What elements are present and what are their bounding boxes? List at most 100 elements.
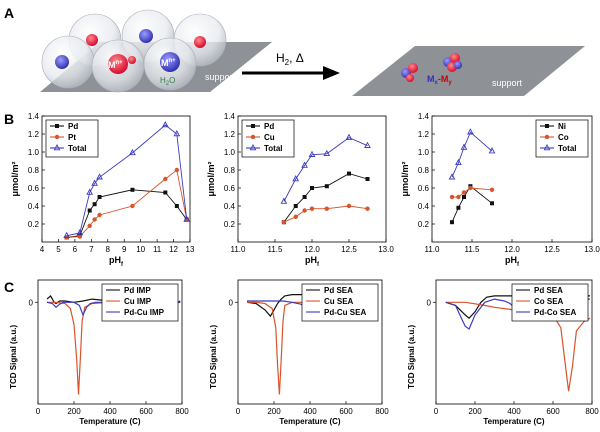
series-line-ni	[451, 185, 493, 223]
x-axis-label: pHf	[505, 255, 520, 268]
legend-label: Cu IMP	[124, 297, 152, 306]
x-tick-label: 0	[434, 407, 439, 416]
y-tick-label: 0.2	[418, 220, 430, 229]
data-point-circle	[293, 214, 298, 219]
x-tick-label: 7	[89, 245, 94, 254]
small-ion	[128, 56, 136, 64]
cation-sphere-blue	[160, 52, 180, 72]
reaction-arrow: H2, Δ	[242, 51, 340, 80]
data-point-square	[456, 205, 461, 210]
series-line-total	[283, 137, 368, 202]
data-point-triangle	[323, 149, 331, 157]
y-tick-label: 0.2	[28, 220, 40, 229]
y-axis-label: TCD Signal (a.u.)	[209, 325, 218, 389]
chart-c3: 0 200 400 600 800 0 Temperature (C) TCD Signal …	[407, 279, 599, 426]
x-tick-label: 400	[507, 407, 521, 416]
x-tick-label: 13	[186, 245, 195, 254]
x-tick-label: 600	[139, 407, 153, 416]
panel-label-c: C	[4, 279, 14, 295]
chart-b2: 11.0 11.5 12.0 12.5 13.0 0.2 0.4 0.6 0.8 1.0 1.2 1.…	[206, 112, 394, 268]
data-point-square	[97, 195, 102, 199]
data-point-square	[450, 220, 454, 225]
cation-label-1: Mn+	[108, 60, 123, 70]
data-point-square	[545, 124, 549, 128]
x-axis-label: Temperature (C)	[483, 417, 545, 426]
legend-label: Pd-Cu IMP	[124, 308, 165, 317]
data-point-triangle	[301, 161, 308, 168]
legend-label: Total	[558, 144, 577, 153]
panel-label-a: A	[4, 5, 14, 21]
legend-label: Pd SEA	[534, 286, 563, 295]
y-tick-label: 0.4	[418, 202, 430, 211]
x-tick-label: 600	[546, 407, 560, 416]
y-tick-label: 0.4	[224, 202, 236, 211]
data-point-triangle	[488, 147, 496, 154]
data-point-square	[347, 171, 351, 176]
data-point-triangle	[308, 150, 316, 157]
y-tick-label: 0.6	[28, 184, 40, 193]
y-tick-label: 1.2	[418, 130, 430, 139]
legend-label: Total	[264, 144, 283, 153]
data-point-circle	[544, 134, 550, 140]
y-axis-label: μmol/m²	[206, 161, 216, 196]
x-tick-label: 200	[267, 407, 281, 416]
legend-label: Pd SEA	[324, 286, 353, 295]
y-axis-label: μmol/m²	[400, 161, 410, 196]
y-tick-label: 0.2	[224, 220, 236, 229]
y-tick-label: 0.6	[418, 184, 430, 193]
x-tick-label: 12	[169, 245, 178, 254]
data-point-circle	[163, 176, 168, 182]
x-tick-label: 12.0	[504, 245, 520, 254]
y-tick-label: 1.0	[28, 148, 40, 157]
x-tick-label: 11.0	[425, 245, 441, 254]
legend-label: Pd-Co SEA	[534, 308, 576, 317]
data-point-circle	[54, 134, 60, 140]
cluster-atom	[454, 61, 462, 69]
y-tick-label: 1.2	[28, 130, 40, 139]
x-tick-label: 13.0	[378, 245, 394, 254]
y-tick-label: 1.0	[418, 148, 430, 157]
data-point-circle	[461, 190, 467, 195]
legend-label: Co	[558, 133, 569, 142]
data-point-circle	[302, 208, 307, 213]
legend-label: Pt	[68, 133, 76, 142]
y-axis-label: TCD Signal (a.u.)	[9, 325, 18, 389]
legend-label: Cu	[264, 133, 275, 142]
data-point-circle	[449, 194, 455, 200]
data-point-circle	[365, 206, 370, 211]
data-point-triangle	[161, 121, 169, 128]
legend: Pd Cu Total	[241, 119, 295, 158]
x-tick-label: 9	[122, 245, 127, 254]
cation-sphere-red	[108, 54, 128, 74]
x-tick-label: 6	[73, 245, 78, 254]
legend: Pd SEA Co SEA Pd-Co SEA	[511, 283, 589, 322]
y-tick-label: 1.0	[224, 148, 236, 157]
data-point-triangle	[292, 175, 300, 182]
legend-label: Pd	[264, 122, 274, 131]
data-point-square	[55, 124, 59, 128]
data-point-triangle	[467, 128, 474, 135]
legend-label: Co SEA	[534, 297, 564, 306]
y-tick-label: 1.2	[224, 130, 236, 139]
cluster-atom	[406, 74, 414, 82]
data-point-triangle	[91, 179, 98, 186]
x-axis-label: Temperature (C)	[79, 417, 141, 426]
x-tick-label: 200	[67, 407, 81, 416]
data-point-circle	[174, 167, 180, 173]
x-tick-label: 8	[106, 245, 111, 254]
legend: Pd IMP Cu IMP Pd-Cu IMP	[101, 283, 179, 322]
legend: Pd Pt Total	[45, 119, 99, 158]
x-tick-label: 400	[103, 407, 117, 416]
data-point-triangle	[173, 130, 181, 137]
y-tick-label: 0	[29, 298, 34, 307]
water-label: H2O	[160, 76, 175, 87]
y-tick-label: 0.4	[28, 202, 40, 211]
y-tick-label: 1.4	[224, 112, 236, 121]
y-tick-label: 0.8	[28, 166, 40, 175]
arrow-head	[323, 66, 340, 80]
schematic-left: Mn+ Mn+ H2O support	[40, 9, 272, 93]
data-point-square	[251, 124, 255, 128]
x-tick-label: 800	[175, 407, 189, 416]
data-point-circle	[92, 217, 97, 222]
